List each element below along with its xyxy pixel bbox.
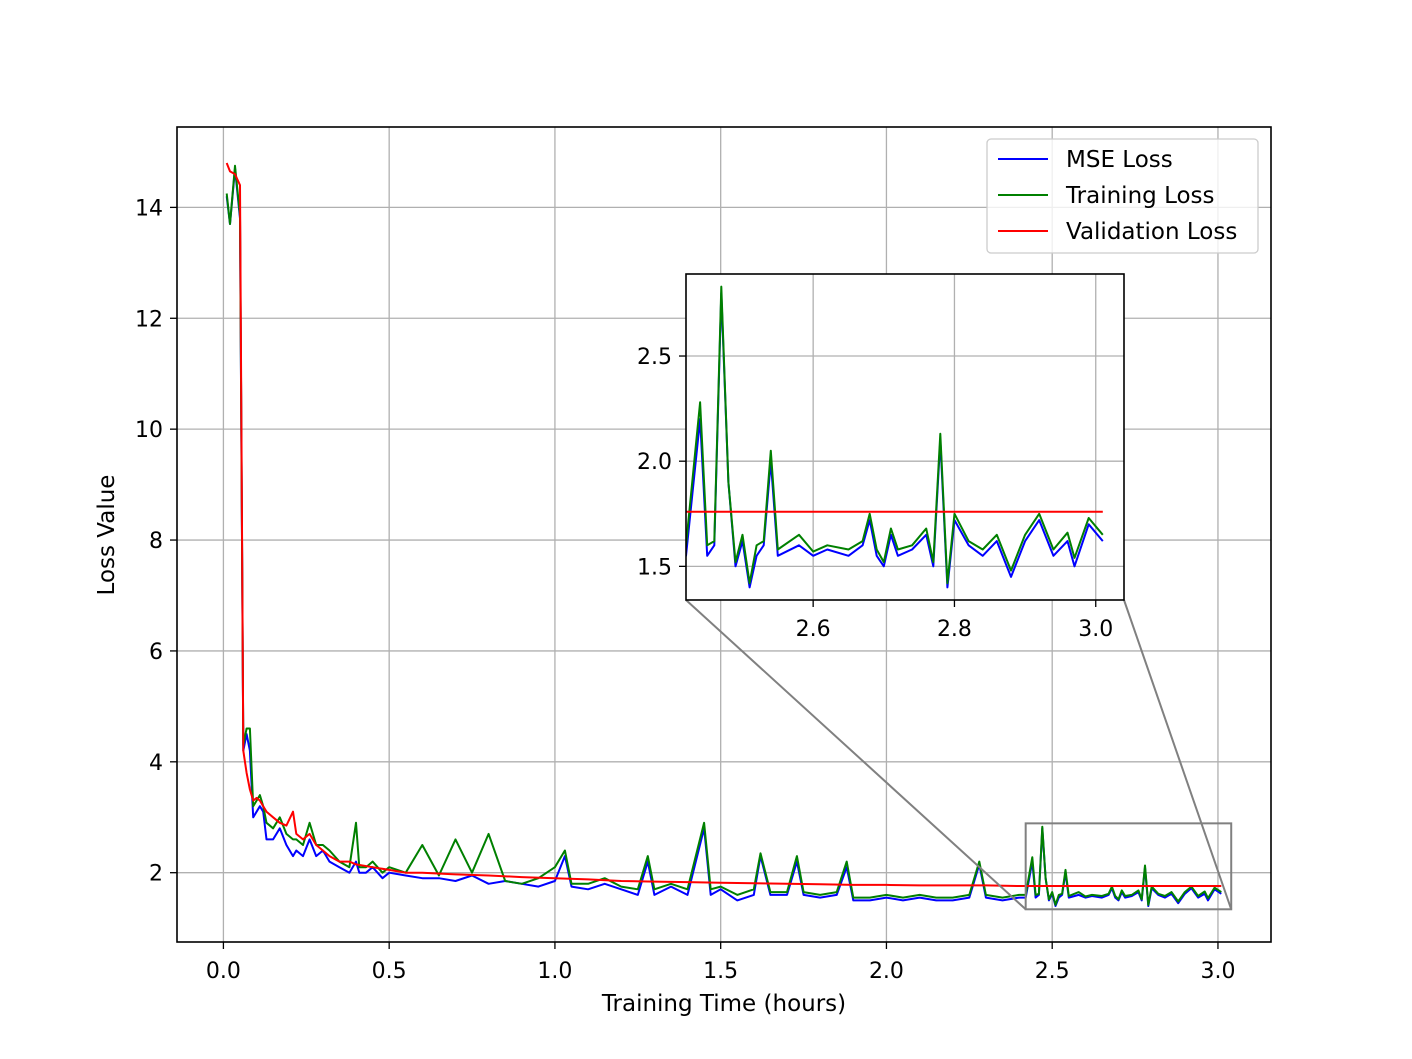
inset-grid — [686, 274, 1124, 600]
zoom-connector-right — [1123, 599, 1233, 910]
inset-axes-frame — [685, 273, 1125, 601]
y-tick-label: 14 — [135, 196, 163, 221]
y-tick-label: 10 — [135, 418, 163, 443]
y-tick-label: 2 — [149, 862, 163, 887]
inset-y-tick-label: 2.5 — [637, 345, 672, 370]
inset-series-line-mse — [686, 291, 1104, 589]
y-axis-label: Loss Value — [94, 475, 120, 596]
main-ticks: 0.0 0.5 1.0 1.5 2.0 2.5 3.0 2 4 6 8 10 12 14 — [135, 196, 1235, 984]
x-tick-label: 2.0 — [869, 959, 904, 984]
legend-label-training: Training Loss — [1065, 183, 1215, 209]
legend-label-validation: Validation Loss — [1066, 219, 1237, 245]
inset-series — [686, 285, 1104, 589]
main-axes-frame — [176, 126, 1272, 943]
main-series-line-validation — [225, 162, 1222, 887]
legend-label-mse: MSE Loss — [1066, 147, 1173, 173]
x-axis-label: Training Time (hours) — [601, 991, 846, 1017]
x-tick-label: 1.0 — [537, 959, 572, 984]
x-tick-label: 0.5 — [372, 959, 407, 984]
inset-y-tick-label: 2.0 — [637, 450, 672, 475]
x-tick-label: 0.0 — [206, 959, 241, 984]
inset-x-tick-label: 2.8 — [937, 617, 972, 642]
y-tick-label: 6 — [149, 640, 163, 665]
x-tick-label: 2.5 — [1035, 959, 1070, 984]
inset-ticks: 2.6 2.8 3.0 1.5 2.0 2.5 — [637, 345, 1113, 642]
x-tick-label: 1.5 — [703, 959, 738, 984]
legend-box — [986, 138, 1259, 254]
zoom-connector-left — [685, 599, 1027, 911]
x-tick-label: 3.0 — [1200, 959, 1235, 984]
inset-x-tick-label: 2.6 — [796, 617, 831, 642]
zoom-indicator — [685, 599, 1233, 911]
main-series — [225, 162, 1222, 907]
y-tick-label: 4 — [149, 751, 163, 776]
inset-series-line-training — [686, 285, 1104, 585]
zoom-region-box — [1024, 822, 1233, 911]
main-series-line-mse — [225, 167, 1222, 907]
y-tick-label: 8 — [149, 529, 163, 554]
inset-x-tick-label: 3.0 — [1078, 617, 1113, 642]
y-tick-label: 12 — [135, 307, 163, 332]
legend: MSE Loss Training Loss Validation Loss — [986, 138, 1259, 254]
inset-y-tick-label: 1.5 — [637, 555, 672, 580]
